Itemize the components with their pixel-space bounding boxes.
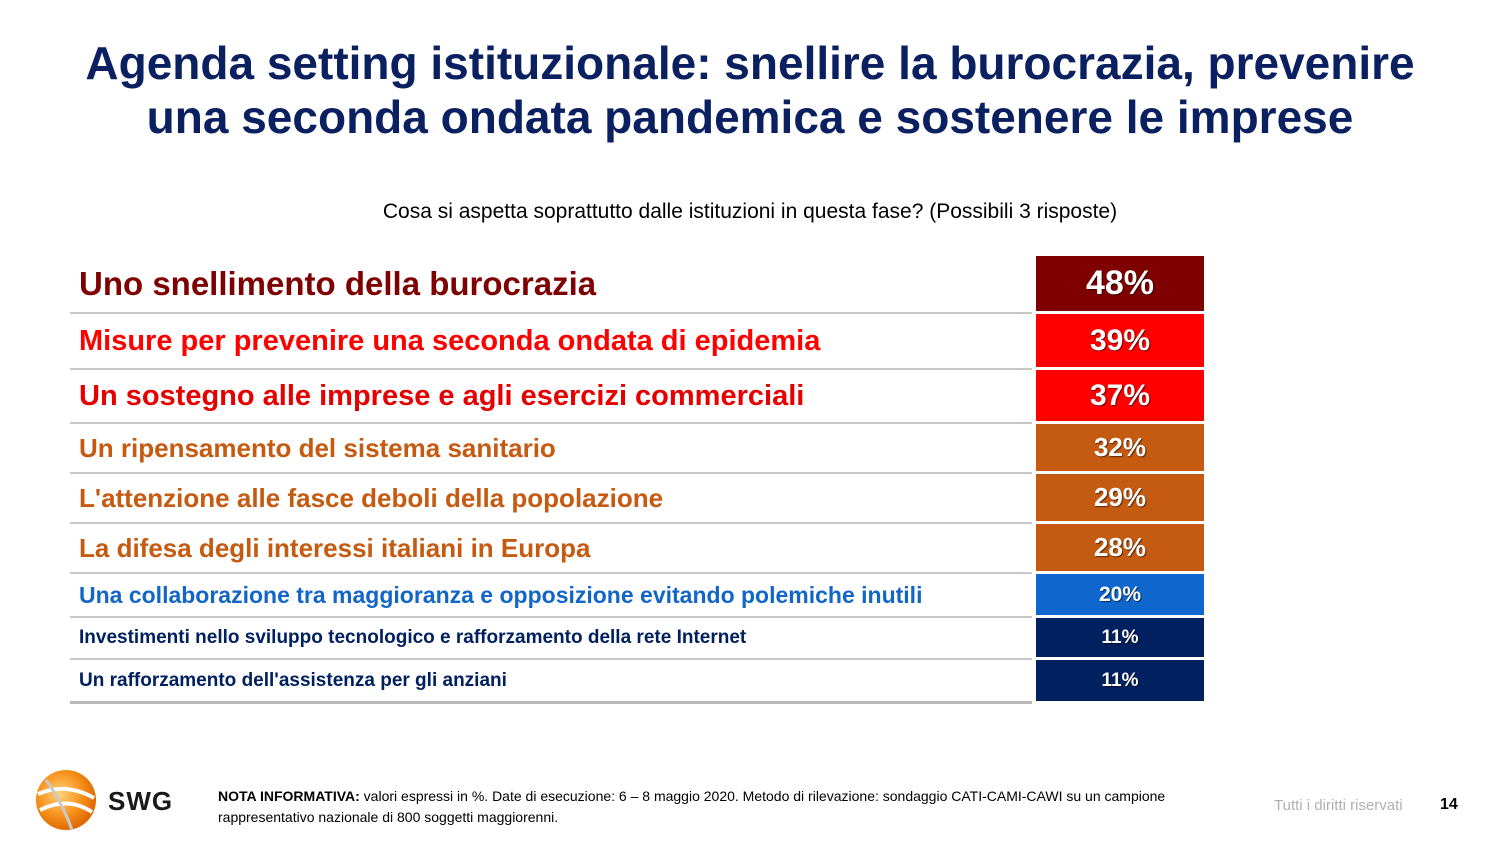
- row-value-cell: 29%: [1036, 474, 1204, 521]
- swg-globe-logo-icon: [36, 770, 96, 831]
- table-row: Misure per prevenire una seconda ondata …: [70, 314, 1210, 370]
- swg-logo-text: SWG: [108, 786, 174, 816]
- row-value-cell: 37%: [1036, 370, 1204, 421]
- table-row: Uno snellimento della burocrazia 48%: [70, 256, 1210, 314]
- table-row: Un rafforzamento dell'assistenza per gli…: [70, 660, 1210, 704]
- row-label: Un ripensamento del sistema sanitario: [70, 424, 1032, 474]
- row-value-cell: 20%: [1036, 574, 1204, 615]
- row-label: Un sostegno alle imprese e agli esercizi…: [70, 370, 1032, 424]
- row-value-cell: 28%: [1036, 524, 1204, 571]
- row-label: Misure per prevenire una seconda ondata …: [70, 314, 1032, 370]
- row-label: La difesa degli interessi italiani in Eu…: [70, 524, 1032, 574]
- title-line-2: una seconda ondata pandemica e sostenere…: [146, 91, 1354, 143]
- title-line-1: Agenda setting istituzionale: snellire l…: [85, 37, 1415, 89]
- note-label: NOTA INFORMATIVA:: [218, 788, 360, 804]
- page-title: Agenda setting istituzionale: snellire l…: [0, 36, 1500, 144]
- row-value-cell: 48%: [1036, 256, 1204, 311]
- row-value-cell: 32%: [1036, 424, 1204, 471]
- copyright-text: Tutti i diritti riservati: [1274, 797, 1403, 814]
- row-label: Un rafforzamento dell'assistenza per gli…: [70, 660, 1032, 704]
- row-label: Uno snellimento della burocrazia: [70, 256, 1032, 314]
- row-value-cell: 39%: [1036, 314, 1204, 367]
- table-row: Un ripensamento del sistema sanitario 32%: [70, 424, 1210, 474]
- row-value-cell: 11%: [1036, 618, 1204, 657]
- info-note: NOTA INFORMATIVA: valori espressi in %. …: [218, 786, 1198, 828]
- table-row: Una collaborazione tra maggioranza e opp…: [70, 574, 1210, 618]
- results-table: Uno snellimento della burocrazia 48% Misur…: [70, 256, 1210, 704]
- table-row: Investimenti nello sviluppo tecnologico …: [70, 618, 1210, 660]
- row-label: Una collaborazione tra maggioranza e opp…: [70, 574, 1032, 618]
- table-row: Un sostegno alle imprese e agli esercizi…: [70, 370, 1210, 424]
- note-body: valori espressi in %. Date di esecuzione…: [218, 788, 1166, 825]
- question-label: Cosa si aspetta soprattutto dalle istitu…: [382, 200, 1118, 223]
- table-row: L'attenzione alle fasce deboli della pop…: [70, 474, 1210, 524]
- question-text: Cosa si aspetta soprattutto dalle istitu…: [0, 200, 1500, 224]
- row-value-cell: 11%: [1036, 660, 1204, 701]
- row-label: Investimenti nello sviluppo tecnologico …: [70, 618, 1032, 660]
- page-number: 14: [1440, 796, 1458, 813]
- table-row: La difesa degli interessi italiani in Eu…: [70, 524, 1210, 574]
- row-label: L'attenzione alle fasce deboli della pop…: [70, 474, 1032, 524]
